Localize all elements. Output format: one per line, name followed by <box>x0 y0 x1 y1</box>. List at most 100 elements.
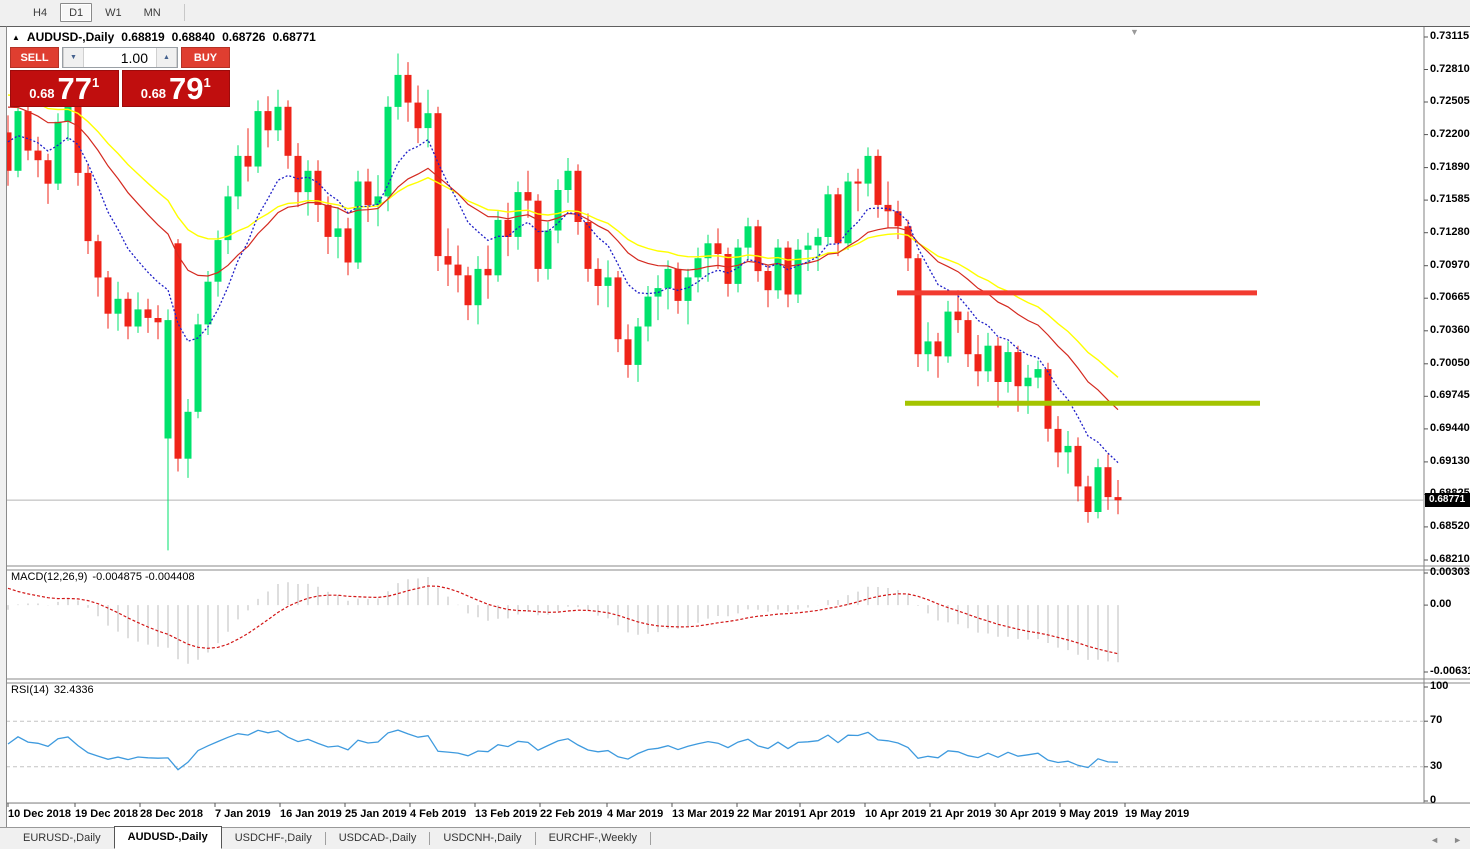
timeframe-mn-button[interactable]: MN <box>135 3 170 22</box>
chart-title: ▲ AUDUSD-,Daily 0.68819 0.68840 0.68726 … <box>12 30 316 44</box>
date-tick-label: 28 Dec 2018 <box>140 808 203 820</box>
tab-audusd[interactable]: AUDUSD-,Daily <box>113 826 222 849</box>
axis-tick-label: 0.00 <box>1430 598 1452 611</box>
ma-mid-line <box>7 106 1119 411</box>
date-axis-area[interactable] <box>6 804 1470 827</box>
scroll-to-end-marker-icon[interactable]: ▼ <box>1130 27 1139 37</box>
quote-high: 0.68840 <box>171 30 216 44</box>
date-tick-label: 4 Feb 2019 <box>410 808 467 820</box>
date-tick-label: 7 Jan 2019 <box>215 808 271 820</box>
tab-separator <box>429 832 431 845</box>
window-left-edge <box>0 26 7 827</box>
buy-price-pip: 1 <box>203 75 211 90</box>
axis-tick-label: -0.006311 <box>1430 665 1470 677</box>
chart-frame-top <box>0 26 1470 27</box>
axis-tick-label: 0.71890 <box>1430 160 1470 173</box>
chart-symbol-label: AUDUSD-,Daily <box>26 30 115 44</box>
axis-tick-label: 30 <box>1430 759 1443 772</box>
date-tick-label: 9 May 2019 <box>1060 808 1119 820</box>
tab-usdchf[interactable]: USDCHF-,Daily <box>234 832 312 844</box>
timeframe-d1-button[interactable]: D1 <box>60 3 93 22</box>
macd-signal-line <box>7 585 1119 655</box>
axis-tick-label: 0.72810 <box>1430 62 1470 75</box>
volume-spinner: ▼ ▲ <box>62 47 178 68</box>
tab-prev-icon[interactable]: ◄ <box>1430 835 1440 845</box>
tab-usdcnh[interactable]: USDCNH-,Daily <box>443 832 522 844</box>
date-tick-label: 19 May 2019 <box>1125 808 1190 820</box>
buy-price-button[interactable]: 0.68 79 1 <box>121 70 230 107</box>
axis-ticks <box>7 36 1428 807</box>
buy-price-prefix: 0.68 <box>140 86 167 101</box>
date-tick-label: 1 Apr 2019 <box>800 808 856 820</box>
axis-tick-label: 0.70665 <box>1430 291 1470 304</box>
axis-tick-label: 70 <box>1430 714 1443 727</box>
caret-up-icon: ▲ <box>163 54 170 61</box>
date-tick-label: 22 Feb 2019 <box>540 808 603 820</box>
axis-tick-label: 0.68520 <box>1430 519 1470 532</box>
sell-price-prefix: 0.68 <box>29 86 55 101</box>
date-tick-label: 16 Jan 2019 <box>280 808 342 820</box>
date-tick-label: 21 Apr 2019 <box>930 808 992 820</box>
date-tick-label: 10 Dec 2018 <box>8 808 71 820</box>
quote-close: 0.68771 <box>272 30 316 44</box>
tab-usdcad[interactable]: USDCAD-,Daily <box>338 832 417 844</box>
axis-tick-label: 0.69440 <box>1430 421 1470 434</box>
toolbar-separator <box>183 4 185 21</box>
current-price-tag: 0.68771 <box>1425 493 1470 507</box>
buy-price-big: 79 <box>169 71 204 106</box>
tab-separator <box>649 832 651 845</box>
quote-open: 0.68819 <box>121 30 165 44</box>
axis-tick-label: 100 <box>1430 680 1449 692</box>
quote-low: 0.68726 <box>222 30 266 44</box>
axis-tick-label: 0.70050 <box>1430 356 1470 369</box>
collapse-triangle-icon[interactable]: ▲ <box>12 32 20 42</box>
timeframe-w1-button[interactable]: W1 <box>96 3 131 22</box>
tab-eurusd[interactable]: EURUSD-,Daily <box>23 832 101 844</box>
axis-tick-label: 0.72505 <box>1430 95 1470 108</box>
date-tick-label: 25 Jan 2019 <box>345 808 407 820</box>
tab-eurchf[interactable]: EURCHF-,Weekly <box>548 832 637 844</box>
caret-down-icon: ▼ <box>70 54 77 61</box>
date-tick-label: 4 Mar 2019 <box>607 808 664 820</box>
axis-tick-label: 0.69130 <box>1430 454 1470 467</box>
macd-values: -0.004875 -0.004408 <box>92 571 195 583</box>
date-tick-label: 13 Feb 2019 <box>475 808 538 820</box>
date-tick-label: 19 Dec 2018 <box>75 808 138 820</box>
axis-tick-label: 0.70970 <box>1430 258 1470 271</box>
axis-tick-label: 0.68210 <box>1430 553 1470 565</box>
axis-tick-label: 0.73115 <box>1430 30 1470 42</box>
axis-tick-label: 0.69745 <box>1430 389 1470 402</box>
date-tick-label: 10 Apr 2019 <box>865 808 927 820</box>
tab-separator <box>324 832 326 845</box>
date-tick-label: 13 Mar 2019 <box>672 808 735 820</box>
sell-price-pip: 1 <box>92 75 100 90</box>
tab-scroll-arrows: ◄ ► <box>1430 835 1462 845</box>
macd-name: MACD(12,26,9) <box>11 571 88 583</box>
timeframe-toolbar: H4 D1 W1 MN <box>0 0 1470 25</box>
axis-tick-label: 0.72200 <box>1430 127 1470 140</box>
volume-input[interactable] <box>84 48 156 67</box>
tab-next-icon[interactable]: ► <box>1453 835 1462 845</box>
axis-tick-label: 0.70360 <box>1430 323 1470 336</box>
sell-button[interactable]: SELL <box>10 47 59 68</box>
axis-tick-label: 0 <box>1430 794 1437 806</box>
volume-increase-button[interactable]: ▲ <box>156 48 177 67</box>
rsi-label: RSI(14) 32.4336 <box>11 684 94 696</box>
axis-tick-label: 0.71280 <box>1430 225 1470 238</box>
date-tick-label: 22 Mar 2019 <box>737 808 800 820</box>
axis-tick-label: 0.003035 <box>1430 566 1470 578</box>
timeframe-h4-button[interactable]: H4 <box>24 3 56 22</box>
ma-slow-line <box>7 94 1119 378</box>
date-tick-label: 30 Apr 2019 <box>995 808 1057 820</box>
axis-tick-label: 0.71585 <box>1430 193 1470 206</box>
ma-fast-line <box>7 134 1119 464</box>
one-click-trading-panel: SELL ▼ ▲ BUY 0.68 77 1 0.68 79 1 <box>10 47 230 107</box>
chart-frame <box>0 27 1470 804</box>
buy-button[interactable]: BUY <box>181 47 230 68</box>
sell-price-button[interactable]: 0.68 77 1 <box>10 70 119 107</box>
volume-decrease-button[interactable]: ▼ <box>63 48 84 67</box>
macd-histogram <box>7 577 1119 664</box>
rsi-name: RSI(14) <box>11 684 49 696</box>
